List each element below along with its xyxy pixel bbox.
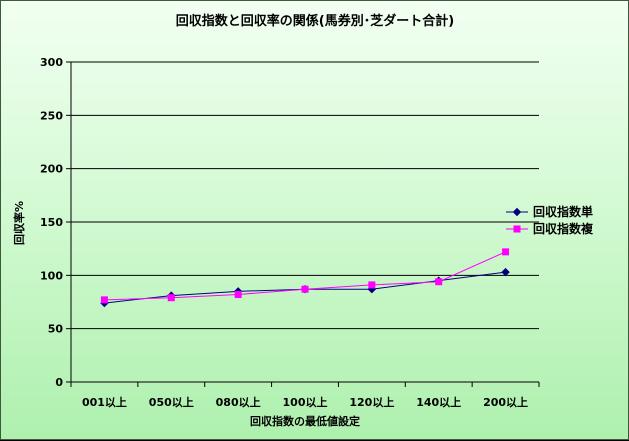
data-point xyxy=(501,267,510,277)
series-layer xyxy=(100,248,510,308)
y-tick-label: 250 xyxy=(40,109,63,122)
series-2 xyxy=(100,248,510,304)
x-tick-label: 080以上 xyxy=(216,395,261,409)
data-point xyxy=(234,291,242,299)
grid-lines xyxy=(71,61,539,330)
y-tick-label: 100 xyxy=(40,269,63,282)
data-point xyxy=(167,294,175,302)
axes xyxy=(66,61,540,387)
y-tick-labels: 0 50 100 150 200 250 300 xyxy=(40,56,63,389)
y-axis-label: 回収率% xyxy=(12,201,26,245)
data-point xyxy=(502,248,510,256)
x-tick-label: 050以上 xyxy=(149,395,194,409)
x-tick-labels: 001以上 050以上 080以上 100以上 120以上 140以上 200以上 xyxy=(82,395,528,409)
legend-marker-1 xyxy=(512,207,522,217)
data-point xyxy=(100,296,108,304)
chart-title: 回収指数と回収率の関係(馬券別･芝ダート合計) xyxy=(176,13,454,29)
x-tick-label: 200以上 xyxy=(483,395,528,409)
y-tick-label: 300 xyxy=(40,56,63,69)
data-point xyxy=(301,285,309,293)
y-tick-label: 0 xyxy=(55,376,63,389)
data-point xyxy=(368,281,376,289)
y-tick-label: 200 xyxy=(40,163,63,176)
x-tick-label: 100以上 xyxy=(283,395,328,409)
y-tick-label: 50 xyxy=(48,323,64,336)
x-tick-label: 120以上 xyxy=(349,395,394,409)
x-tick-label: 001以上 xyxy=(82,395,127,409)
x-axis-label: 回収指数の最低値設定 xyxy=(250,414,360,428)
legend-label-2: 回収指数複 xyxy=(533,221,594,236)
x-tick-label: 140以上 xyxy=(416,395,461,409)
data-point xyxy=(435,278,443,286)
legend-marker-2 xyxy=(513,225,521,233)
y-tick-label: 150 xyxy=(40,216,63,229)
legend-label-1: 回収指数単 xyxy=(533,204,593,219)
